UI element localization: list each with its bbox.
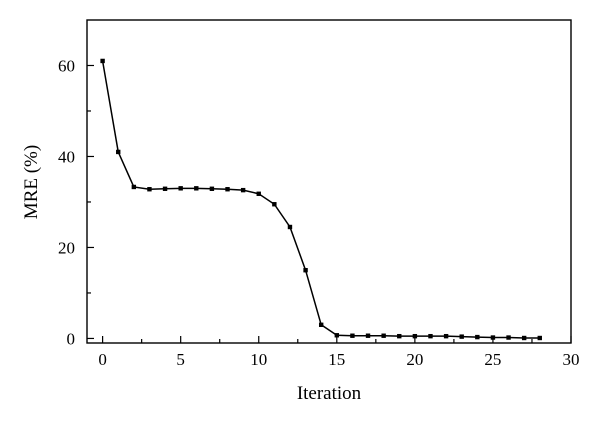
data-point	[162, 186, 168, 191]
x-tick-label: 0	[98, 350, 107, 369]
x-axis-title: Iteration	[297, 383, 362, 404]
data-point	[240, 187, 246, 193]
data-point	[443, 333, 449, 339]
data-point	[506, 335, 511, 340]
data-point	[116, 149, 121, 155]
data-point	[303, 268, 308, 273]
data-point	[256, 191, 261, 196]
data-point	[209, 186, 215, 191]
y-tick-label: 60	[58, 56, 75, 75]
y-axis-title: MRE (%)	[21, 145, 42, 219]
data-point	[350, 333, 355, 338]
data-point	[287, 224, 293, 230]
data-point	[428, 333, 433, 339]
plot-frame	[86, 19, 572, 344]
x-axis: 0 5 10 15 20 25 30	[98, 336, 580, 369]
data-point	[318, 322, 324, 327]
data-point	[365, 333, 371, 338]
data-point	[397, 333, 402, 339]
data-point	[131, 184, 137, 190]
x-tick-label: 10	[250, 350, 267, 369]
data-point	[381, 333, 386, 338]
x-tick-label: 5	[176, 350, 185, 369]
data-point	[459, 334, 464, 339]
data-point	[100, 58, 105, 64]
series-line	[101, 60, 540, 339]
y-axis: 0 20 40 60	[58, 56, 94, 348]
data-point	[147, 187, 152, 192]
data-point	[334, 333, 340, 338]
data-point	[490, 335, 496, 340]
x-tick-label: 25	[484, 350, 501, 369]
x-tick-label: 30	[563, 350, 580, 369]
data-point	[194, 186, 199, 191]
x-tick-label: 15	[328, 350, 345, 369]
series-markers	[100, 58, 542, 341]
data-point	[412, 333, 418, 339]
data-point	[225, 187, 230, 192]
x-tick-label: 20	[406, 350, 423, 369]
data-point	[178, 186, 183, 191]
y-tick-label: 40	[58, 147, 75, 166]
data-point	[537, 335, 542, 341]
y-tick-label: 0	[67, 329, 76, 348]
data-point	[521, 335, 527, 341]
data-point	[475, 334, 480, 340]
data-point	[272, 202, 277, 207]
y-tick-label: 20	[58, 238, 75, 257]
